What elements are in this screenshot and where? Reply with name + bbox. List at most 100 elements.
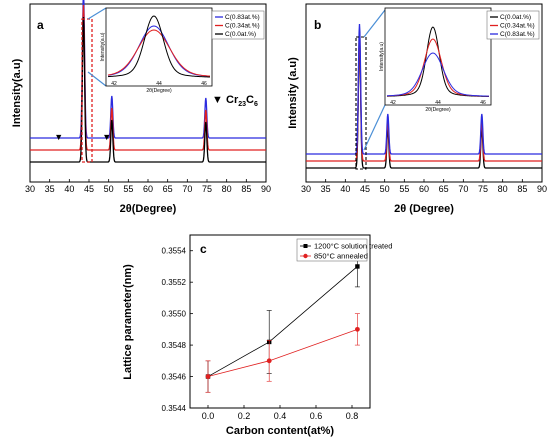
legend-label: C(0.83at.%) (500, 31, 535, 38)
c-x-tick-label: 0.2 (238, 411, 251, 421)
panel-b-legend: C(0.0at.%) C(0.34at.%)C(0.83at.%) (486, 10, 540, 40)
x-tick-label: 30 (25, 184, 35, 194)
x-tick-label: 40 (64, 184, 74, 194)
x-tick-label: 80 (222, 184, 232, 194)
panel-b-highlight-box (355, 36, 367, 170)
legend-label: C(0.34at.%) (500, 23, 535, 30)
inset-ylabel: Intensity(a.u) (379, 42, 385, 71)
panel-c-ylabel: Lattice parameter(nm) (122, 264, 134, 380)
c-legend-marker (303, 244, 308, 248)
x-tick-label: 50 (380, 184, 390, 194)
annotation-marker-legend: ▼ (212, 94, 223, 106)
c-legend-label: 850°C annealed (314, 252, 368, 261)
xrd-trace-1 (30, 4, 266, 151)
inset-trace-0 (107, 25, 211, 77)
c-series-line-0 (207, 266, 358, 377)
panel-a-tag: a (37, 18, 44, 32)
xrd-trace-0 (30, 0, 266, 139)
x-tick-label: 90 (261, 184, 271, 194)
x-tick-label: 90 (537, 184, 547, 194)
inset-tick-label: 46 (201, 81, 207, 87)
legend-label: C(0.0at.%) (500, 14, 531, 21)
x-tick-label: 60 (143, 184, 153, 194)
panel-b: b Intensity (a.u) 2θ (Degree) 30 35 40 45 50… (287, 3, 547, 215)
c-y-tick-label: 0.3554 (162, 247, 187, 256)
panel-b-traces (306, 23, 542, 169)
xrd-trace-1 (306, 30, 542, 162)
inset-frame (384, 7, 492, 106)
x-tick-label: 40 (340, 184, 350, 194)
x-tick-label: 35 (321, 184, 331, 194)
c-point-circle (266, 358, 272, 364)
panel-b-x-ticks: 30 35 40 45 50 55 60 65 70 75 80 85 90 (301, 179, 547, 194)
legend-label: C(0.0at.%) (225, 31, 256, 38)
x-tick-label: 60 (419, 184, 429, 194)
cr23c6-marker: ▼ (102, 132, 111, 142)
inset-frame (105, 7, 213, 87)
x-tick-label: 50 (104, 184, 114, 194)
panel-a-xlabel: 2θ(Degree) (120, 203, 177, 215)
inset-trace-2 (386, 52, 490, 97)
x-tick-label: 55 (399, 184, 409, 194)
panel-a-highlight-box (81, 18, 93, 163)
c-point-circle (355, 326, 360, 332)
panel-c-xlabel: Carbon content(at%) (226, 425, 335, 437)
inset-xlabel: 2θ(Degree) (146, 88, 172, 94)
c-y-tick-label: 0.3546 (162, 373, 187, 382)
c-y-tick-label: 0.3544 (162, 404, 187, 413)
x-tick-label: 30 (301, 184, 311, 194)
x-tick-label: 45 (360, 184, 370, 194)
panel-a-traces (30, 0, 266, 163)
x-tick-label: 85 (517, 184, 527, 194)
c-x-tick-label: 0.8 (346, 411, 359, 421)
inset-tick-label: 46 (480, 100, 486, 106)
legend-label: C(0.34at.%) (225, 23, 260, 30)
panel-b-callout-2 (363, 104, 386, 151)
c-x-tick-label: 0.0 (202, 411, 215, 421)
x-tick-label: 45 (84, 184, 94, 194)
panel-b-inset: 2θ(Degree) Intensity(a.u) 42 44 46 (379, 7, 492, 113)
c-x-tick-label: 0.6 (310, 411, 323, 421)
x-tick-label: 85 (241, 184, 251, 194)
panel-a-ylabel: Intensity(a.u) (11, 58, 23, 127)
panel-a-callout-2 (87, 71, 107, 87)
panel-b-ylabel: Intensity (a.u) (287, 57, 299, 129)
c-y-tick-label: 0.3548 (162, 341, 187, 350)
panel-a: a Intensity(a.u) 2θ(Degree) 30 35 40 45 50 55… (11, 0, 271, 215)
x-tick-label: 80 (498, 184, 508, 194)
panel-b-tag: b (314, 18, 321, 32)
panel-c: c Lattice parameter(nm) Carbon content(a… (122, 234, 392, 437)
x-tick-label: 55 (123, 184, 133, 194)
inset-ylabel: Intensity(a.u) (100, 32, 106, 61)
xrd-trace-0 (306, 37, 542, 169)
panel-a-legend: C(0.83at.%) C(0.34at.%)C(0.0at.%) (211, 10, 265, 40)
x-tick-label: 75 (478, 184, 488, 194)
x-tick-label: 70 (182, 184, 192, 194)
panel-a-markers: ▼ ▼ (54, 132, 111, 142)
inset-trace-1 (107, 29, 211, 77)
panel-c-tag: c (200, 242, 207, 256)
inset-tick-label: 44 (435, 100, 441, 106)
x-tick-label: 65 (439, 184, 449, 194)
panel-c-series (205, 245, 360, 393)
inset-tick-label: 44 (156, 81, 162, 87)
c-y-tick-label: 0.3552 (162, 278, 187, 287)
inset-tick-label: 42 (111, 81, 117, 87)
x-tick-label: 75 (202, 184, 212, 194)
panel-a-x-ticks: 30 35 40 45 50 55 60 65 70 75 80 85 90 (25, 179, 271, 194)
panel-c-axes: 0.0 0.2 0.4 0.6 0.8 0.3544 0.3546 0.3548 0.3550 0… (162, 247, 359, 421)
panel-a-inset: 2θ(Degree) Intensity(a.u) 42 44 46 (100, 7, 213, 94)
x-tick-label: 65 (163, 184, 173, 194)
x-tick-label: 70 (458, 184, 468, 194)
inset-xlabel: 2θ(Degree) (425, 107, 451, 113)
inset-tick-label: 42 (390, 100, 396, 106)
x-tick-label: 35 (45, 184, 55, 194)
c-legend-marker (303, 253, 308, 259)
cr23c6-marker: ▼ (54, 132, 63, 142)
panel-b-callout-1 (363, 9, 386, 38)
cr23c6-label: Cr23C6 (226, 94, 258, 108)
c-x-tick-label: 0.4 (274, 411, 287, 421)
inset-trace-2 (107, 15, 211, 78)
